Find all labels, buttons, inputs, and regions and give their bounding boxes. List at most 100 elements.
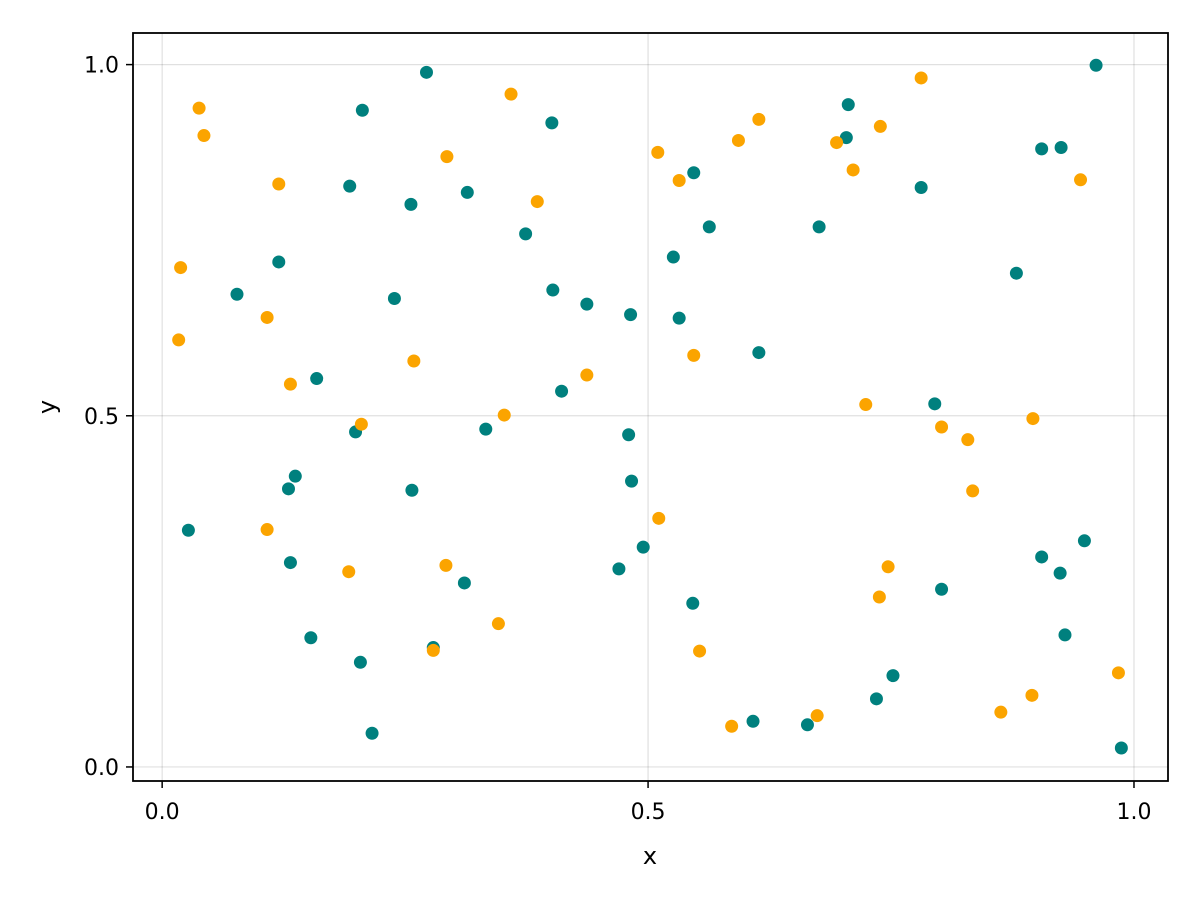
data-point (935, 420, 949, 434)
data-point (343, 179, 357, 193)
data-point (622, 428, 636, 442)
data-point (872, 590, 886, 604)
data-point (812, 220, 826, 234)
data-point (272, 177, 286, 191)
data-point (355, 103, 369, 117)
x-tick-label: 1.0 (1116, 800, 1151, 825)
data-point (1053, 566, 1067, 580)
data-point (687, 166, 701, 180)
data-point (387, 291, 401, 305)
data-point (491, 617, 505, 631)
data-point (702, 220, 716, 234)
data-point (479, 422, 493, 436)
data-point (1009, 266, 1023, 280)
data-point (304, 631, 318, 645)
data-point (625, 474, 639, 488)
data-point (612, 562, 626, 576)
data-point (886, 669, 900, 683)
data-point (1077, 534, 1091, 548)
data-point (966, 484, 980, 498)
data-point (439, 558, 453, 572)
data-point (841, 98, 855, 112)
data-point (1035, 142, 1049, 156)
data-point (353, 655, 367, 669)
data-point (1114, 741, 1128, 755)
data-point (404, 197, 418, 211)
data-point (1111, 666, 1125, 680)
data-point (172, 333, 186, 347)
data-point (914, 181, 928, 195)
data-point (994, 705, 1008, 719)
data-point (839, 131, 853, 145)
data-point (181, 523, 195, 537)
data-point (859, 398, 873, 412)
data-point (457, 576, 471, 590)
data-point (686, 596, 700, 610)
data-point (460, 185, 474, 199)
y-tick-label: 0.0 (84, 756, 119, 781)
data-point (580, 368, 594, 382)
data-point (440, 150, 454, 164)
data-points (172, 58, 1128, 755)
series-0 (181, 58, 1128, 755)
data-point (230, 287, 244, 301)
data-point (1058, 628, 1072, 642)
data-point (281, 482, 295, 496)
data-point (530, 195, 544, 209)
data-point (1026, 412, 1040, 426)
data-point (288, 469, 302, 483)
data-point (342, 565, 356, 579)
data-point (752, 112, 766, 126)
data-point (651, 145, 665, 159)
axis-ticks: 0.0 0.5 1.0 0.0 0.5 1.0 (84, 54, 1151, 825)
data-point (174, 261, 188, 275)
data-point (283, 556, 297, 570)
data-point (830, 136, 844, 150)
data-point (914, 71, 928, 85)
data-point (1025, 688, 1039, 702)
data-point (405, 483, 419, 497)
data-point (365, 726, 379, 740)
data-point (846, 163, 860, 177)
data-point (426, 643, 440, 657)
data-point (1035, 550, 1049, 564)
data-point (652, 511, 666, 525)
data-point (1054, 140, 1068, 154)
data-point (546, 283, 560, 297)
data-point (504, 87, 518, 101)
data-point (497, 408, 511, 422)
data-point (192, 101, 206, 115)
data-point (545, 116, 559, 130)
y-tick-label: 0.5 (84, 405, 119, 430)
data-point (272, 255, 286, 269)
data-point (869, 692, 883, 706)
data-point (731, 133, 745, 147)
data-point (881, 560, 895, 574)
data-point (666, 250, 680, 264)
x-tick-label: 0.0 (145, 800, 180, 825)
data-point (1089, 58, 1103, 72)
data-point (725, 719, 739, 733)
data-point (407, 354, 421, 368)
data-point (752, 346, 766, 360)
data-point (624, 308, 638, 322)
y-axis-label: y (33, 400, 61, 414)
data-point (672, 311, 686, 325)
data-point (260, 523, 274, 537)
data-point (580, 297, 594, 311)
data-point (961, 433, 975, 447)
data-point (310, 372, 324, 386)
data-point (928, 397, 942, 411)
x-tick-label: 0.5 (631, 800, 666, 825)
plot-frame (132, 32, 1169, 782)
data-point (935, 582, 949, 596)
data-point (873, 119, 887, 133)
data-point (800, 718, 814, 732)
series-1 (172, 71, 1125, 733)
data-point (197, 129, 211, 143)
data-point (260, 310, 274, 324)
y-tick-label: 1.0 (84, 54, 119, 79)
data-point (283, 377, 297, 391)
data-point (693, 644, 707, 658)
